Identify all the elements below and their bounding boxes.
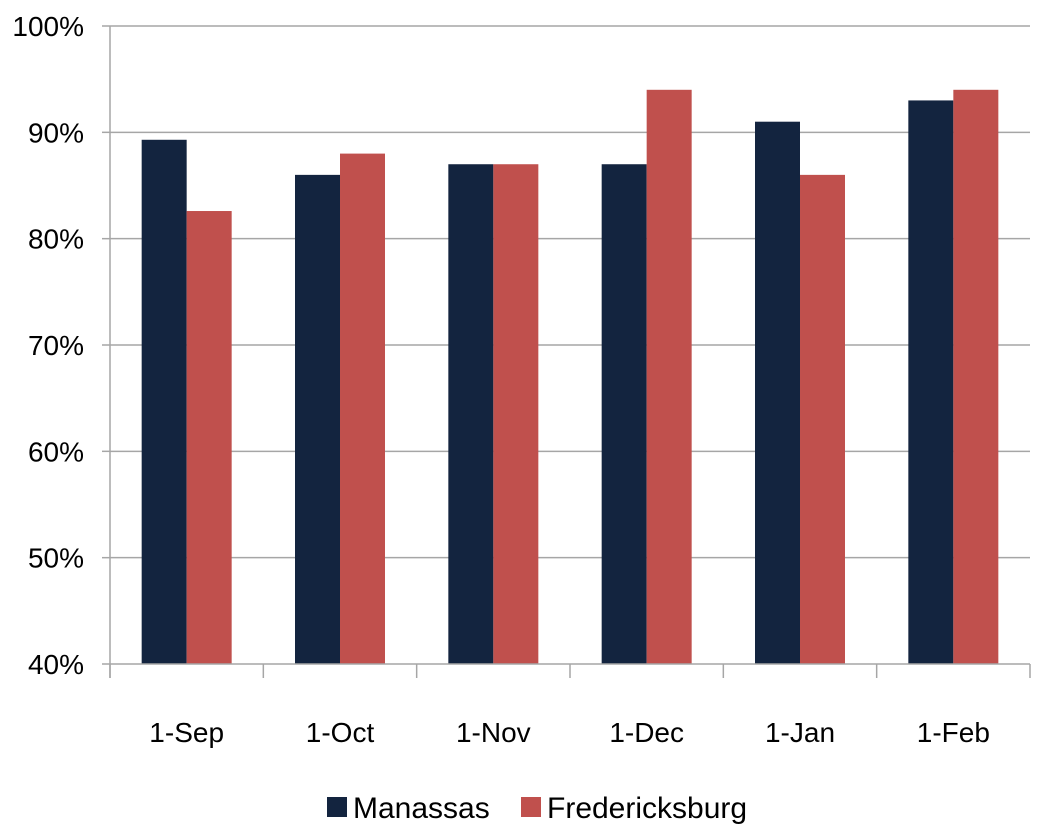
legend-label-fredericksburg: Fredericksburg xyxy=(547,792,747,825)
y-tick-label: 50% xyxy=(28,543,84,574)
bar-manassas-1-feb xyxy=(908,100,954,664)
y-tick-label: 60% xyxy=(28,436,84,467)
x-tick-label: 1-Jan xyxy=(765,717,835,748)
y-tick-label: 100% xyxy=(12,11,84,42)
bar-fredericksburg-1-jan xyxy=(800,174,845,664)
legend-swatch-fredericksburg xyxy=(521,797,541,817)
x-tick-label: 1-Feb xyxy=(917,717,990,748)
x-tick-label: 1-Nov xyxy=(456,717,531,748)
x-tick-labels: 1-Sep 1-Oct 1-Nov 1-Dec 1-Jan 1-Feb xyxy=(149,717,990,748)
bar-fredericksburg-1-sep xyxy=(186,211,232,664)
bar-fredericksburg-1-oct xyxy=(340,153,385,664)
x-tick-label: 1-Sep xyxy=(149,717,224,748)
y-tick-label: 90% xyxy=(28,117,84,148)
bars xyxy=(141,89,999,665)
bar-manassas-1-nov xyxy=(448,164,494,664)
bar-fredericksburg-1-nov xyxy=(493,164,539,664)
x-tick-label: 1-Oct xyxy=(306,717,375,748)
y-tick-label: 40% xyxy=(28,649,84,680)
x-tick-label: 1-Dec xyxy=(609,717,684,748)
bar-manassas-1-oct xyxy=(295,174,340,664)
bar-manassas-1-dec xyxy=(601,164,647,664)
bar-manassas-1-sep xyxy=(141,139,187,664)
axes xyxy=(102,25,1031,678)
gridlines xyxy=(110,25,1030,559)
legend: Manassas Fredericksburg xyxy=(327,792,747,825)
bar-fredericksburg-1-dec xyxy=(646,89,692,665)
legend-label-manassas: Manassas xyxy=(353,792,490,825)
legend-swatch-manassas xyxy=(327,797,347,817)
y-tick-labels: 40% 50% 60% 70% 80% 90% 100% xyxy=(12,11,84,680)
bar-manassas-1-jan xyxy=(755,121,800,664)
y-tick-label: 80% xyxy=(28,224,84,255)
bar-fredericksburg-1-feb xyxy=(953,89,999,665)
y-tick-label: 70% xyxy=(28,330,84,361)
